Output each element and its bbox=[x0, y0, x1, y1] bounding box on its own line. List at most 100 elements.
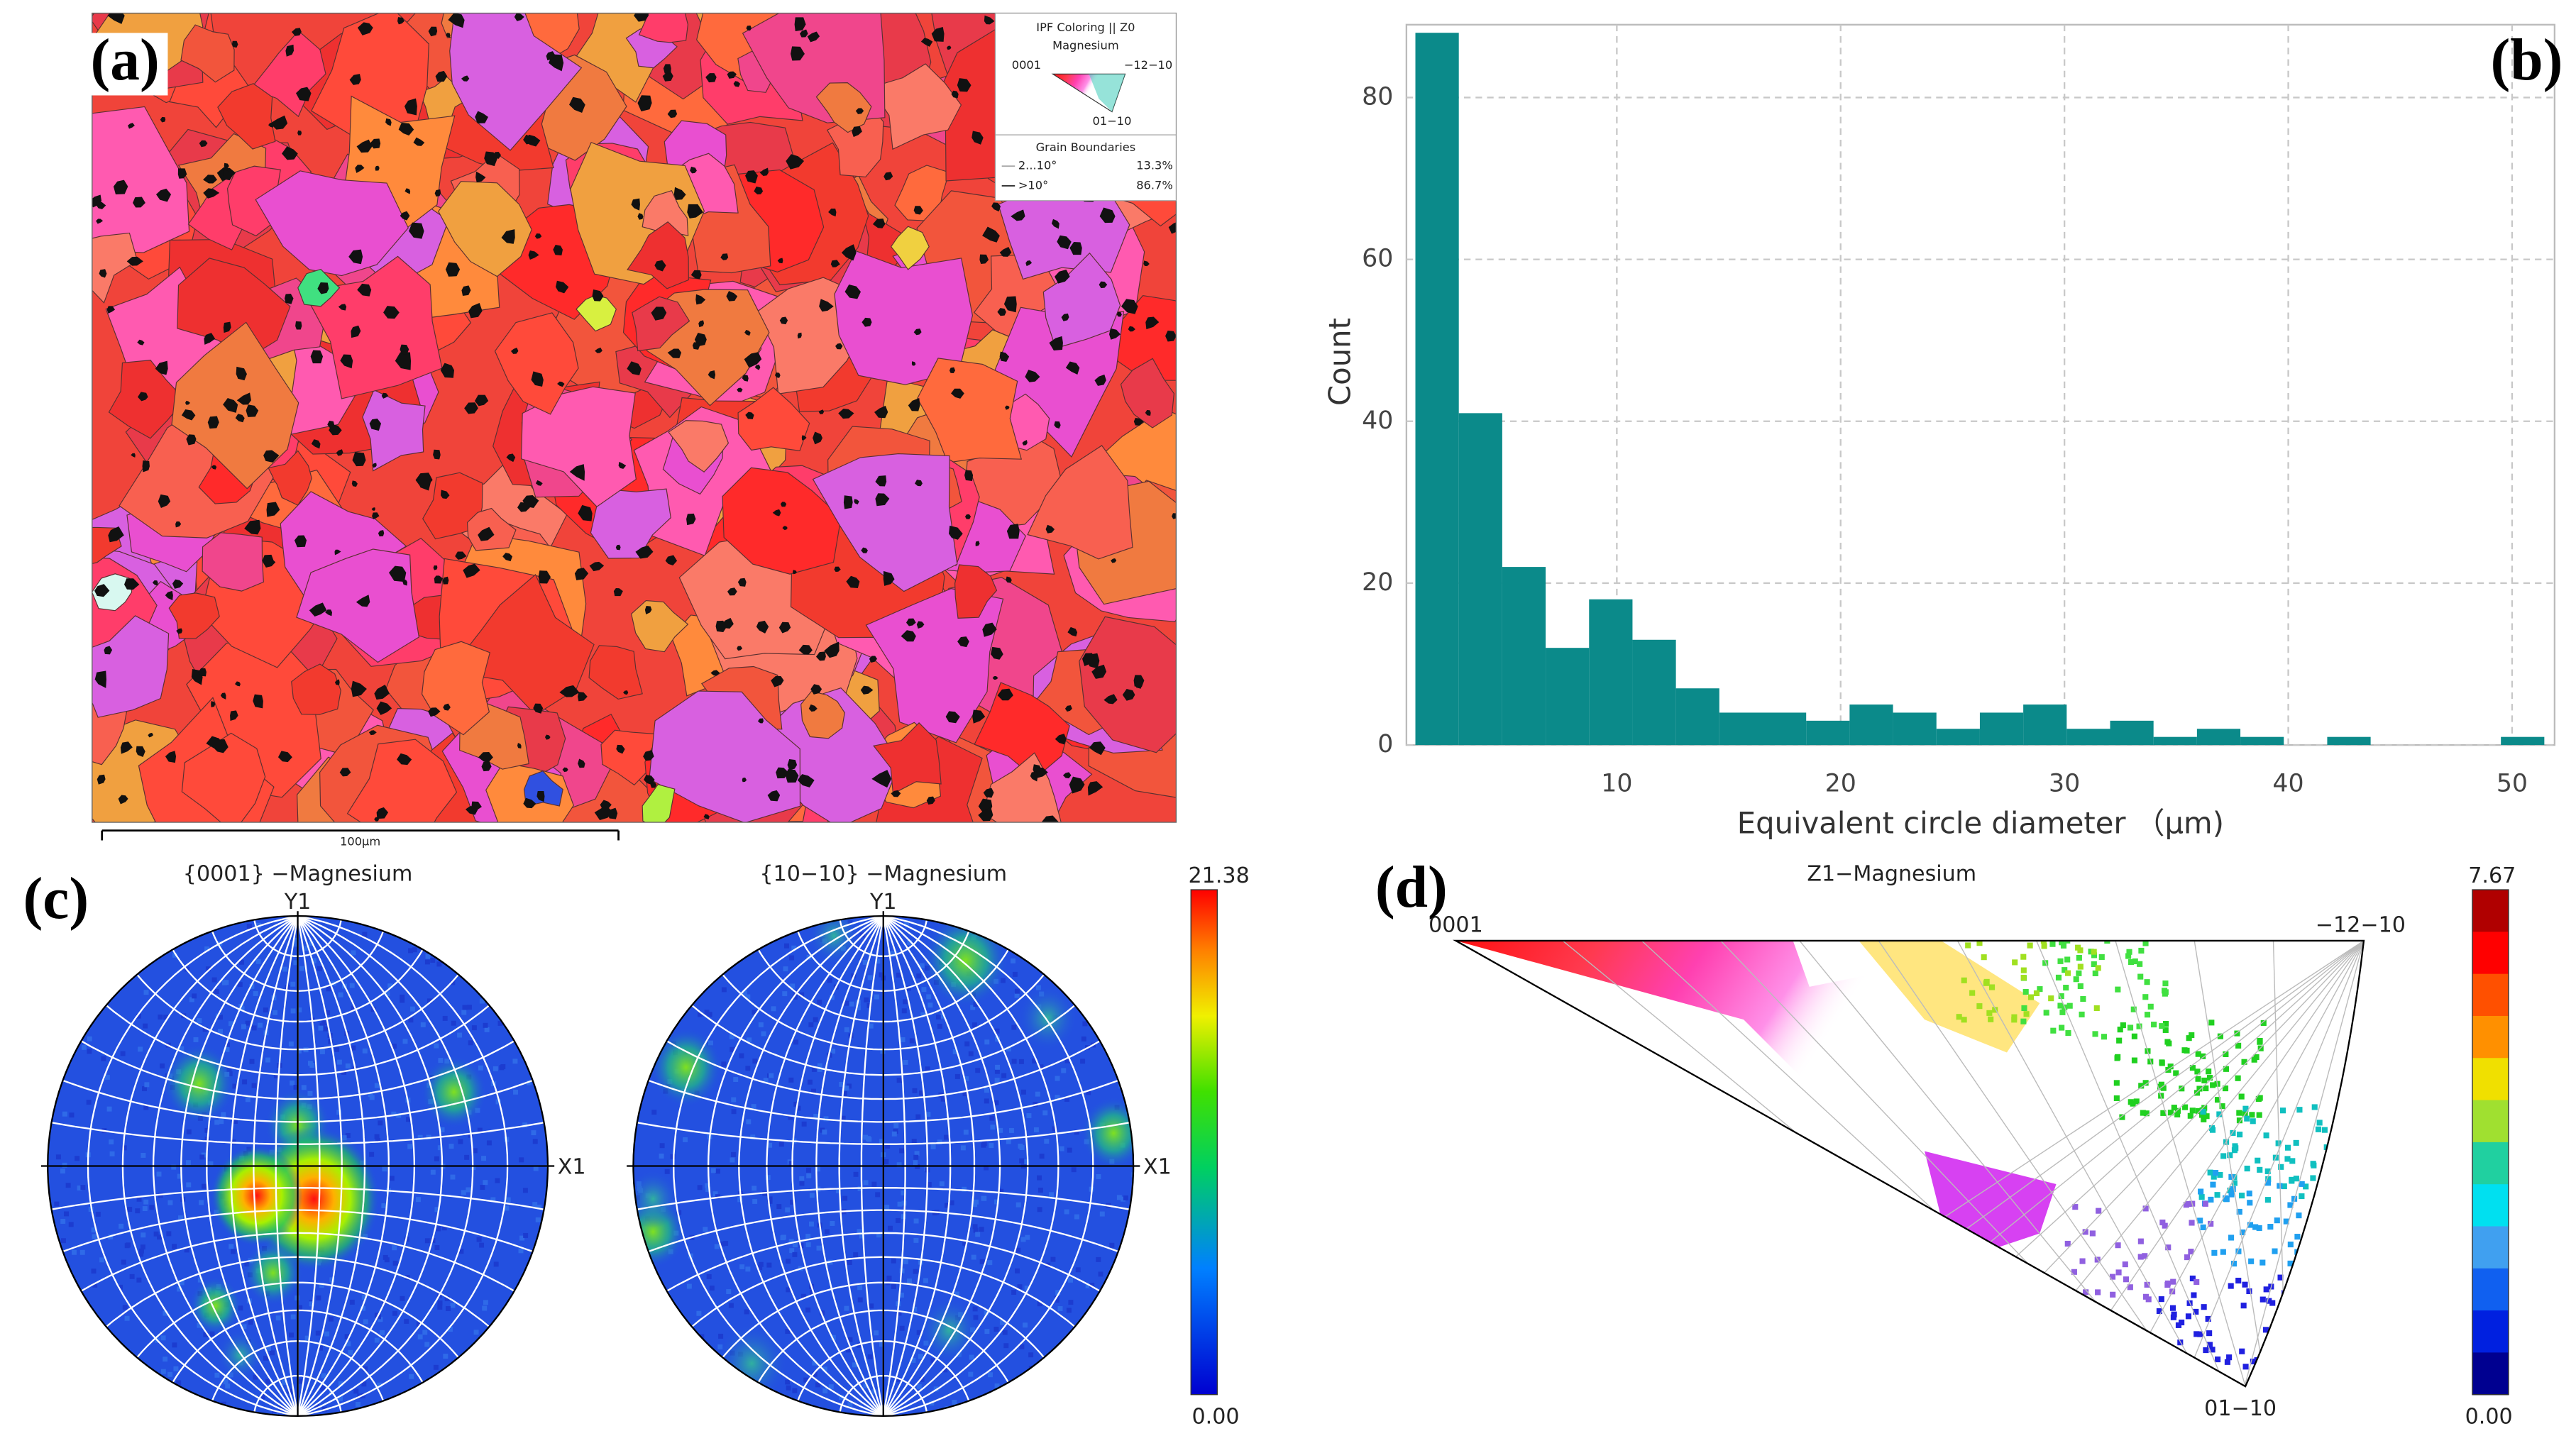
unindexed-spot bbox=[984, 15, 995, 25]
ipf-point bbox=[2122, 1261, 2128, 1268]
texture-noise bbox=[536, 1237, 542, 1243]
texture-noise bbox=[288, 1332, 294, 1338]
legend-corner: 01−10 bbox=[1093, 114, 1132, 128]
ipf-point bbox=[2274, 1217, 2280, 1224]
ipf-point bbox=[2136, 1023, 2142, 1029]
ipf-point bbox=[2076, 929, 2082, 934]
texture-noise bbox=[1028, 1352, 1034, 1358]
unindexed-spot bbox=[124, 578, 140, 590]
ipf-point bbox=[2137, 961, 2143, 967]
ipf-point bbox=[2164, 1280, 2171, 1286]
unindexed-spot bbox=[787, 761, 795, 768]
unindexed-spot bbox=[665, 555, 678, 565]
texture-noise bbox=[109, 1139, 114, 1144]
texture-noise bbox=[806, 1173, 812, 1178]
unindexed-spot bbox=[855, 108, 864, 114]
unindexed-spot bbox=[404, 188, 411, 194]
ipf-point bbox=[2027, 942, 2033, 949]
texture-noise bbox=[519, 1157, 524, 1163]
texture-noise bbox=[763, 1078, 769, 1083]
unindexed-spot bbox=[908, 397, 920, 411]
texture-noise bbox=[706, 1274, 712, 1279]
unindexed-spot bbox=[708, 370, 716, 380]
texture-noise bbox=[124, 1315, 130, 1321]
ipf-point bbox=[2235, 1277, 2242, 1284]
texture-noise bbox=[921, 987, 927, 993]
texture-noise bbox=[420, 1022, 426, 1027]
texture-noise bbox=[900, 1037, 906, 1042]
texture-noise bbox=[424, 959, 430, 965]
ipf-point bbox=[2195, 1076, 2201, 1082]
ipf-point bbox=[2275, 1140, 2281, 1147]
texture-noise bbox=[901, 1190, 906, 1195]
texture-noise bbox=[864, 997, 869, 1002]
unindexed-spot bbox=[727, 71, 737, 79]
ipf-point bbox=[2227, 1187, 2233, 1194]
texture-noise bbox=[1052, 1126, 1057, 1132]
texture-noise bbox=[458, 1249, 464, 1254]
ipf-point bbox=[2266, 1298, 2272, 1304]
unindexed-spot bbox=[388, 565, 407, 582]
histogram-bar bbox=[2501, 736, 2545, 746]
unindexed-spot bbox=[223, 397, 238, 413]
texture-noise bbox=[817, 1000, 822, 1005]
texture-noise bbox=[338, 1381, 343, 1386]
texture-noise bbox=[907, 939, 913, 945]
ipf-point bbox=[2244, 1115, 2250, 1122]
unindexed-spot bbox=[370, 138, 381, 149]
ipf-point bbox=[2316, 1120, 2323, 1126]
colorbar-step bbox=[2472, 1184, 2509, 1227]
ipf-point bbox=[2194, 1331, 2200, 1337]
ipf-point bbox=[2197, 1217, 2203, 1224]
unindexed-spot bbox=[1091, 664, 1107, 679]
texture-noise bbox=[1067, 1147, 1072, 1153]
unindexed-spot bbox=[884, 172, 893, 181]
unindexed-spot bbox=[824, 641, 840, 658]
texture-noise bbox=[857, 1297, 863, 1303]
texture-noise bbox=[409, 1006, 415, 1012]
texture-noise bbox=[158, 1015, 163, 1020]
ipf-point bbox=[2095, 965, 2101, 971]
unindexed-spot bbox=[595, 347, 602, 353]
ipf-point bbox=[2293, 1139, 2299, 1146]
ipf-point bbox=[2313, 1200, 2319, 1206]
ipf-point bbox=[2238, 1093, 2245, 1100]
ipf-point bbox=[2110, 1291, 2116, 1298]
texture-noise bbox=[251, 1083, 257, 1088]
unindexed-spot bbox=[983, 788, 994, 798]
unindexed-spot bbox=[744, 330, 751, 336]
plot-frame bbox=[1405, 23, 2556, 746]
texture-noise bbox=[122, 1305, 128, 1310]
texture-noise bbox=[935, 1014, 941, 1020]
texture-noise bbox=[109, 1151, 115, 1156]
texture-noise bbox=[91, 1269, 97, 1274]
texture-noise bbox=[893, 1122, 899, 1128]
texture-noise bbox=[448, 1144, 454, 1149]
texture-noise bbox=[304, 1335, 310, 1341]
ipf-point bbox=[2060, 942, 2067, 949]
texture-noise bbox=[919, 963, 925, 968]
ipf-point bbox=[2228, 1283, 2234, 1289]
texture-noise bbox=[720, 1241, 725, 1247]
texture-noise bbox=[468, 1040, 473, 1046]
texture-noise bbox=[281, 1379, 287, 1385]
ipf-point bbox=[2073, 976, 2079, 983]
grain bbox=[1042, 252, 1121, 349]
texture-noise bbox=[805, 1234, 811, 1239]
texture-noise bbox=[400, 1295, 405, 1301]
ipf-point bbox=[2240, 1229, 2246, 1236]
ipf-point bbox=[2302, 1372, 2309, 1379]
texture-noise bbox=[490, 1197, 496, 1203]
unindexed-spot bbox=[999, 351, 1010, 362]
panel-label-bg bbox=[82, 33, 168, 96]
unindexed-spot bbox=[945, 711, 960, 724]
texture-noise bbox=[204, 1127, 210, 1133]
texture-noise bbox=[809, 1290, 815, 1295]
texture-noise bbox=[1074, 1214, 1079, 1220]
unindexed-spot bbox=[501, 229, 515, 244]
texture-noise bbox=[231, 1249, 236, 1254]
texture-noise bbox=[886, 1275, 892, 1281]
texture-noise bbox=[1050, 1256, 1056, 1262]
texture-noise bbox=[847, 1337, 853, 1342]
grain bbox=[737, 387, 810, 452]
